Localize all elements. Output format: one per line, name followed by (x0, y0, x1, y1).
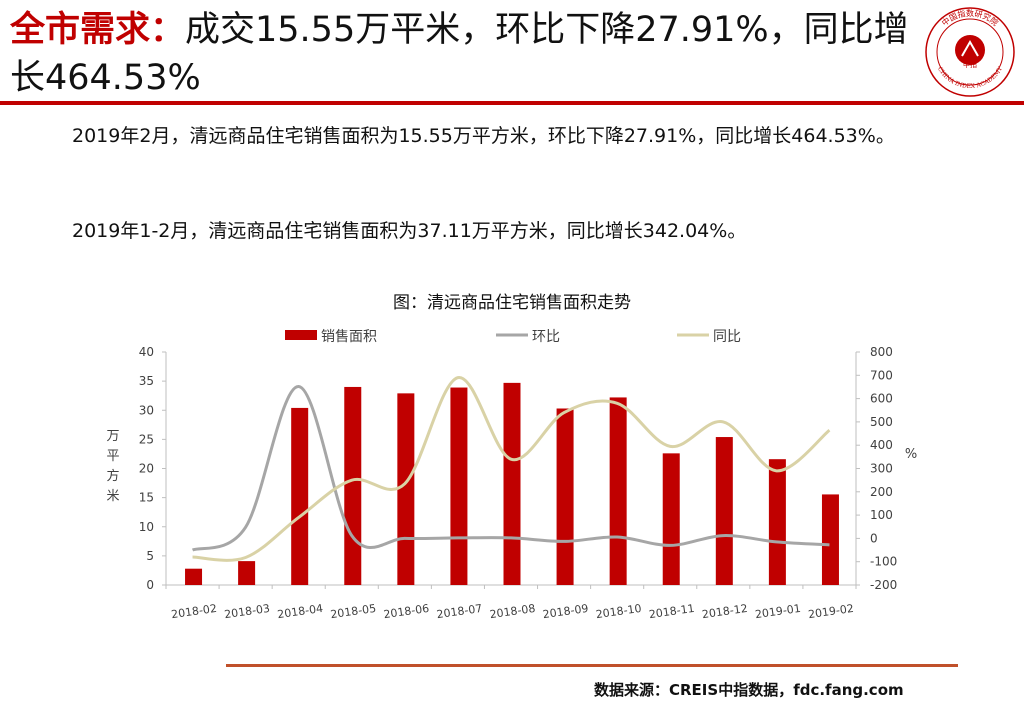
paragraph-2: 2019年1-2月，清远商品住宅销售面积为37.11万平方米，同比增长342.0… (72, 220, 747, 242)
legend-mom-label: 环比 (532, 329, 560, 345)
footer-divider (226, 664, 958, 667)
right-tick-label: -100 (870, 555, 897, 569)
academy-logo: 中指 中国指数研究院 CHINA INDEX ACADEMY (924, 6, 1016, 98)
bar-sales-area (715, 437, 733, 585)
x-tick-label: 2019-02 (807, 602, 854, 621)
bar-sales-area (662, 453, 680, 585)
legend-sales-area-swatch (285, 330, 317, 340)
bar-sales-area (397, 393, 415, 585)
bar-sales-area (503, 382, 521, 585)
bar-sales-area (609, 397, 627, 585)
title-divider (0, 101, 1024, 105)
left-tick-label: 15 (139, 491, 154, 505)
right-tick-label: 600 (870, 392, 893, 406)
left-tick-label: 40 (139, 345, 154, 359)
right-tick-label: 700 (870, 368, 893, 382)
bar-sales-area (450, 387, 468, 585)
bar-sales-area (821, 494, 839, 585)
left-tick-label: 5 (146, 549, 154, 563)
x-tick-label: 2018-11 (648, 602, 695, 621)
right-tick-label: 100 (870, 508, 893, 522)
left-tick-label: 25 (139, 432, 154, 446)
x-tick-label: 2018-12 (701, 602, 748, 621)
x-tick-label: 2018-03 (223, 602, 270, 621)
y-left-label: 万平方米 (106, 429, 119, 504)
x-tick-label: 2018-08 (489, 602, 536, 621)
x-tick-label: 2018-02 (170, 602, 217, 621)
line-mom (191, 384, 830, 552)
right-tick-label: 0 (870, 531, 878, 545)
right-tick-label: 800 (870, 345, 893, 359)
x-tick-label: 2018-05 (330, 602, 377, 621)
x-tick-label: 2018-04 (277, 602, 324, 621)
left-tick-label: 20 (139, 462, 154, 476)
logo-mid-text: 中指 (963, 60, 977, 69)
legend-yoy-label: 同比 (713, 329, 741, 345)
right-tick-label: 300 (870, 462, 893, 476)
left-tick-label: 30 (139, 403, 154, 417)
data-source: 数据来源：CREIS中指数据，fdc.fang.com (594, 681, 904, 699)
y-right-label: % (905, 447, 917, 462)
x-tick-label: 2019-01 (754, 602, 801, 621)
left-tick-label: 35 (139, 374, 154, 388)
right-tick-label: 400 (870, 438, 893, 452)
x-tick-label: 2018-07 (436, 602, 483, 621)
x-tick-label: 2018-06 (383, 602, 430, 621)
bar-sales-area (291, 407, 309, 585)
bar-sales-area (768, 459, 786, 585)
right-tick-label: -200 (870, 578, 897, 592)
x-tick-label: 2018-09 (542, 602, 589, 621)
bar-sales-area (238, 561, 256, 585)
line-yoy (192, 376, 831, 562)
bar-sales-area (185, 568, 203, 585)
left-tick-label: 10 (139, 520, 154, 534)
title-keyword: 全市需求： (10, 10, 186, 50)
chart-title: 图：清远商品住宅销售面积走势 (393, 293, 631, 313)
left-tick-label: 0 (146, 578, 154, 592)
title-text: 成交15.55万平米，环比下降27.91%，同比增长464.53% (10, 10, 909, 98)
bar-sales-area (344, 386, 362, 585)
legend-sales-area-label: 销售面积 (321, 329, 377, 345)
right-tick-label: 500 (870, 415, 893, 429)
right-tick-label: 200 (870, 485, 893, 499)
page-title: 全市需求：成交15.55万平米，环比下降27.91%，同比增长464.53% (10, 6, 910, 102)
chart-legend: 销售面积 环比 同比 (285, 329, 741, 345)
bar-sales-area (556, 408, 574, 585)
x-tick-label: 2018-10 (595, 602, 642, 621)
paragraph-1: 2019年2月，清远商品住宅销售面积为15.55万平方米，环比下降27.91%，… (72, 125, 895, 147)
